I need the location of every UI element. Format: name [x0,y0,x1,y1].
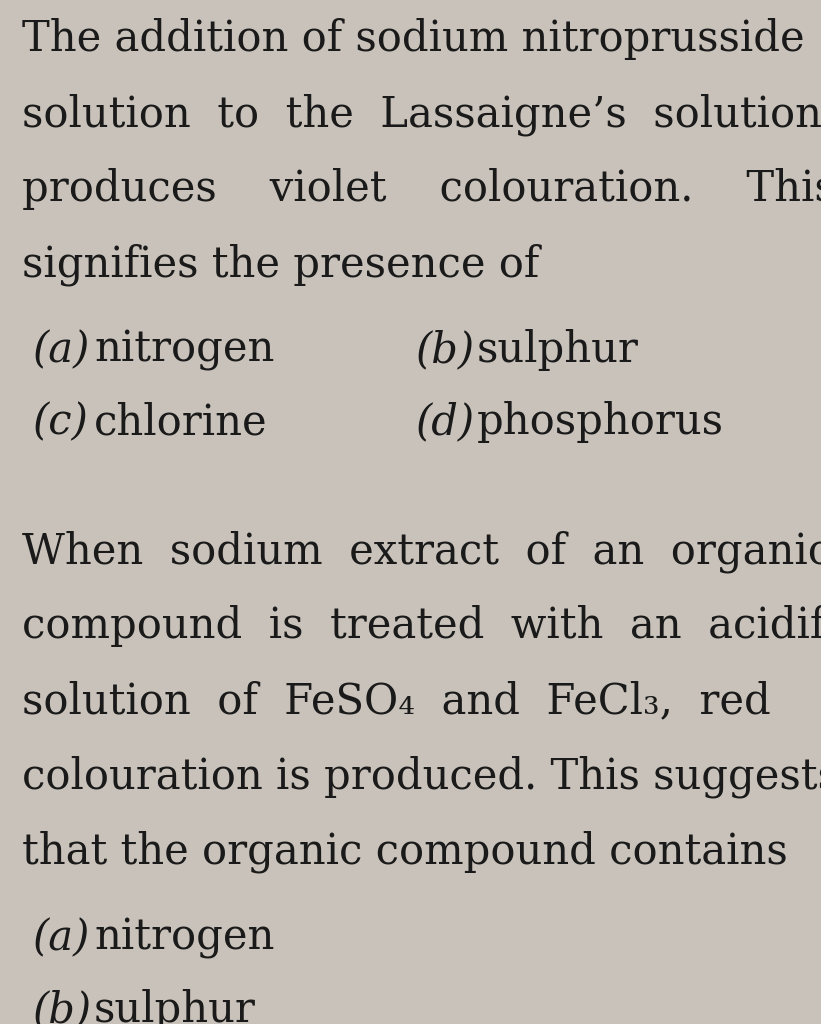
Text: that the organic compound contains: that the organic compound contains [22,830,788,872]
Text: (a): (a) [32,330,89,372]
Text: nitrogen: nitrogen [94,330,274,372]
Text: chlorine: chlorine [94,401,268,443]
Text: sulphur: sulphur [94,989,256,1024]
Text: signifies the presence of: signifies the presence of [22,243,539,286]
Text: (c): (c) [32,401,88,443]
Text: (b): (b) [32,989,91,1024]
Text: produces    violet    colouration.    This: produces violet colouration. This [22,168,821,210]
Text: colouration is produced. This suggests: colouration is produced. This suggests [22,756,821,798]
Text: The addition of sodium nitroprusside: The addition of sodium nitroprusside [22,18,805,60]
Text: phosphorus: phosphorus [477,401,724,443]
Text: sulphur: sulphur [477,330,639,372]
Text: (b): (b) [415,330,474,372]
Text: (d): (d) [415,401,474,443]
Text: (a): (a) [32,916,89,958]
Text: solution  to  the  Lassaigne’s  solution: solution to the Lassaigne’s solution [22,93,821,135]
Text: solution  of  FeSO₄  and  FeCl₃,  red: solution of FeSO₄ and FeCl₃, red [22,680,771,722]
Text: When  sodium  extract  of  an  organic: When sodium extract of an organic [22,530,821,572]
Text: nitrogen: nitrogen [94,916,274,958]
Text: compound  is  treated  with  an  acidified: compound is treated with an acidified [22,605,821,647]
